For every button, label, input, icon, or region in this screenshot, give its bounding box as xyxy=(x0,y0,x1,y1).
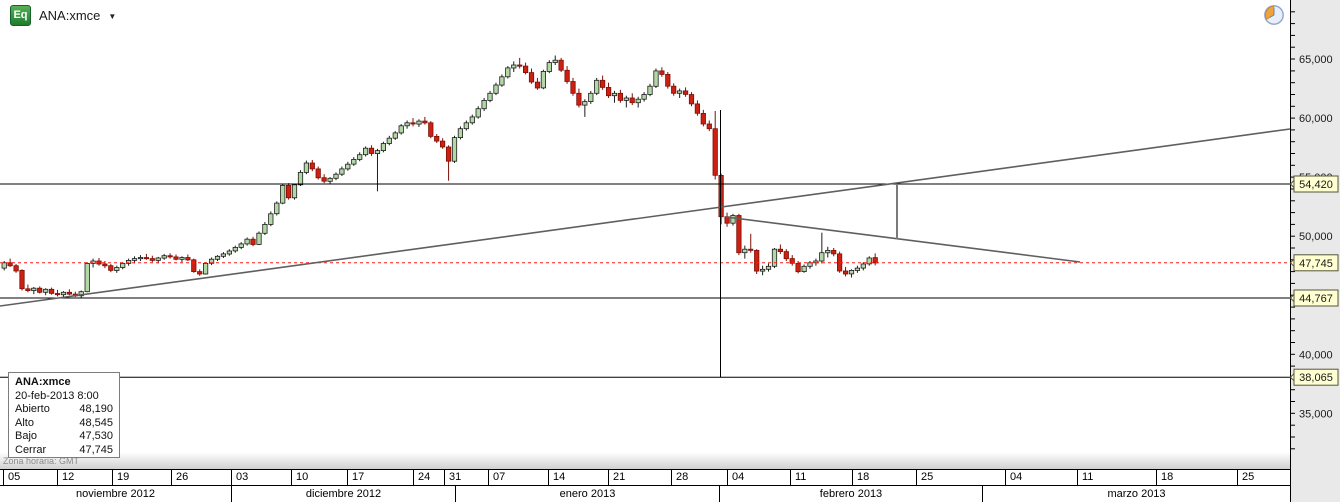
price-badge: 44,767 xyxy=(1289,289,1339,307)
y-axis-price-label: 50,000 xyxy=(1299,231,1333,243)
interval-clock-icon[interactable] xyxy=(1262,3,1286,27)
symbol-selector-button[interactable]: Eq ANA:xmce ▼ xyxy=(0,4,117,26)
ohlc-row-value: 47,530 xyxy=(79,430,113,442)
ohlc-row-label: Bajo xyxy=(15,430,38,442)
y-axis-price-label: 35,000 xyxy=(1299,408,1333,420)
x-axis-week-label: 21 xyxy=(608,470,671,485)
y-axis-price-label: 65,000 xyxy=(1299,54,1333,66)
ohlc-row-value: 47,745 xyxy=(79,443,113,456)
x-axis-month-label: diciembre 2012 xyxy=(231,486,455,502)
x-axis-week-label: 11 xyxy=(1077,470,1156,485)
x-axis-month-row[interactable]: noviembre 2012 diciembre 2012 enero 2013 fe… xyxy=(0,486,1290,502)
x-axis-week-label: 04 xyxy=(1005,470,1077,485)
x-axis-week-label: 12 xyxy=(57,470,112,485)
x-axis-week-label: 14 xyxy=(548,470,608,485)
x-axis-week-label: 07 xyxy=(488,470,548,485)
x-axis-week-label: 03 xyxy=(231,470,291,485)
y-axis-price-label: 40,000 xyxy=(1299,349,1333,361)
ohlc-row: Bajo 47,530 xyxy=(15,430,113,444)
svg-text:38,065: 38,065 xyxy=(1299,372,1333,384)
x-axis-week-label: 25 xyxy=(916,470,1005,485)
x-axis-week-label: 10 xyxy=(291,470,347,485)
y-axis-price-label: 60,000 xyxy=(1299,113,1333,125)
candlestick-series xyxy=(1,55,878,298)
equity-logo-icon: Eq xyxy=(10,4,31,26)
x-axis-month-label: marzo 2013 xyxy=(982,486,1290,502)
ohlc-row: Abierto 48,190 xyxy=(15,403,113,417)
x-axis-week-label: 04 xyxy=(727,470,790,485)
axis-corner xyxy=(1290,452,1340,502)
ohlc-row: Alto 48,545 xyxy=(15,417,113,431)
symbol-label: ANA:xmce xyxy=(39,7,101,23)
ohlc-row-value: 48,190 xyxy=(79,403,113,415)
x-axis-week-label: 24 xyxy=(413,470,444,485)
ohlc-row: Cerrar 47,745 xyxy=(15,444,113,458)
time-axis: Zona horaria: GMT 05 12 19 26 03 10 17 24 31 07 14… xyxy=(0,452,1340,502)
x-axis-month-label: febrero 2013 xyxy=(719,486,982,502)
ohlc-tooltip: ANA:xmce 20-feb-2013 8:00 Abierto 48,190 A… xyxy=(8,372,120,458)
price-badge: 38,065 xyxy=(1289,368,1339,386)
ohlc-row-value: 48,545 xyxy=(79,416,113,429)
x-axis-week-label: 19 xyxy=(112,470,171,485)
x-axis-week-label: 25 xyxy=(1237,470,1290,485)
svg-text:44,767: 44,767 xyxy=(1299,293,1333,305)
descending-resistance[interactable] xyxy=(725,216,1081,263)
tooltip-symbol: ANA:xmce xyxy=(15,376,71,388)
chevron-down-icon: ▼ xyxy=(108,11,117,21)
timezone-label: Zona horaria: GMT xyxy=(3,456,80,466)
ohlc-row-label: Alto xyxy=(15,416,34,429)
ascending-support[interactable] xyxy=(0,128,1291,307)
timezone-strip: Zona horaria: GMT xyxy=(0,452,1290,469)
x-axis-week-label: 17 xyxy=(347,470,413,485)
x-axis-week-label: 05 xyxy=(3,470,57,485)
svg-text:47,745: 47,745 xyxy=(1299,258,1333,270)
x-axis-week-label: 26 xyxy=(171,470,231,485)
x-axis-week-label: 18 xyxy=(1156,470,1237,485)
x-axis-week-row[interactable]: 05 12 19 26 03 10 17 24 31 07 14 21 28 04 11 18 25 04 11 18… xyxy=(0,469,1290,486)
svg-text:54,420: 54,420 xyxy=(1299,179,1333,191)
x-axis-week-label: 11 xyxy=(790,470,852,485)
y-axis-strip[interactable] xyxy=(1290,0,1340,455)
ohlc-row-label: Cerrar xyxy=(15,443,47,456)
x-axis-week-label: 31 xyxy=(444,470,488,485)
ohlc-row-label: Abierto xyxy=(15,403,50,415)
chart-plot-area[interactable]: 65,00060,00055,00050,00045,00040,00035,0… xyxy=(0,0,1340,455)
price-badge: 54,420 xyxy=(1289,175,1339,193)
tooltip-datetime: 20-feb-2013 8:00 xyxy=(15,389,99,402)
chart-header: Eq ANA:xmce ▼ xyxy=(0,0,116,30)
price-badge: 47,745 xyxy=(1289,254,1339,272)
x-axis-week-label: 28 xyxy=(671,470,727,485)
x-axis-month-label: enero 2013 xyxy=(455,486,719,502)
x-axis-month-label: noviembre 2012 xyxy=(76,488,155,500)
x-axis-week-label: 18 xyxy=(852,470,916,485)
